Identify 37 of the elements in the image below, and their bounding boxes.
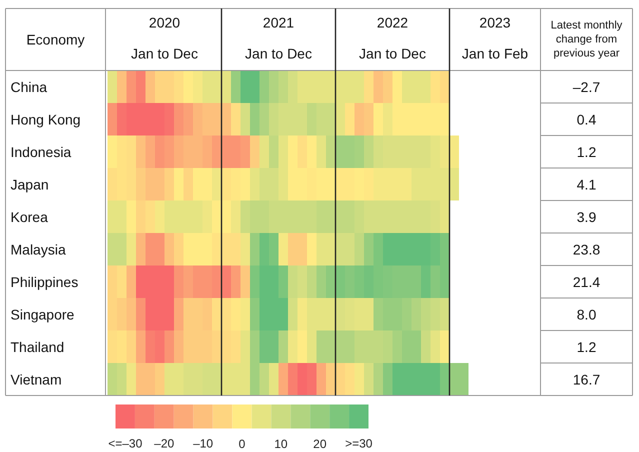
text: 2022 — [376, 14, 408, 30]
color-bar-label: >=30 — [345, 436, 373, 450]
y-tick-label: China — [10, 78, 48, 95]
y2-tick-label: 3.9 — [576, 208, 596, 225]
y-tick-label: Japan — [10, 176, 49, 192]
color-bar-label: –20 — [154, 436, 174, 450]
text: 2020 — [148, 14, 180, 30]
color-bar-label: <=–30 — [108, 436, 143, 450]
y-tick-label: Indonesia — [10, 144, 72, 160]
y2-tick-label: 21.4 — [572, 274, 600, 290]
y-tick-label: Malaysia — [10, 241, 66, 258]
text: 2023 — [479, 14, 511, 30]
y-tick-label: Korea — [10, 208, 48, 225]
text: Jan to Dec — [359, 46, 426, 62]
color-bar-label: 20 — [313, 437, 327, 451]
text: Jan to Feb — [462, 46, 528, 62]
y2-tick-label: 1.2 — [576, 144, 596, 160]
y2-tick-label: 1.2 — [576, 338, 596, 355]
y-axis-title: Economy — [26, 32, 85, 48]
y2-tick-label: 0.4 — [576, 111, 596, 128]
y-tick-label: Philippines — [10, 274, 78, 290]
text: Latest monthly change from previous year — [550, 20, 623, 60]
y-tick-label: Vietnam — [10, 371, 62, 388]
text: Jan to Dec — [245, 46, 312, 62]
color-bar-label: –10 — [193, 436, 214, 450]
y-tick-label: Singapore — [10, 306, 75, 322]
y2-tick-label: –2.7 — [572, 78, 600, 95]
y2-tick-label: 8.0 — [576, 306, 596, 322]
y-tick-label: Thailand — [10, 338, 64, 355]
y2-tick-label: 4.1 — [576, 176, 596, 192]
color-bar-label: 10 — [274, 437, 288, 451]
text: 2021 — [262, 14, 294, 30]
y-tick-label: Hong Kong — [10, 111, 81, 128]
y2-tick-label: 23.8 — [572, 241, 600, 258]
color-bar-label: 0 — [238, 437, 246, 451]
text: Jan to Dec — [131, 46, 198, 62]
y2-tick-label: 16.7 — [572, 371, 600, 388]
